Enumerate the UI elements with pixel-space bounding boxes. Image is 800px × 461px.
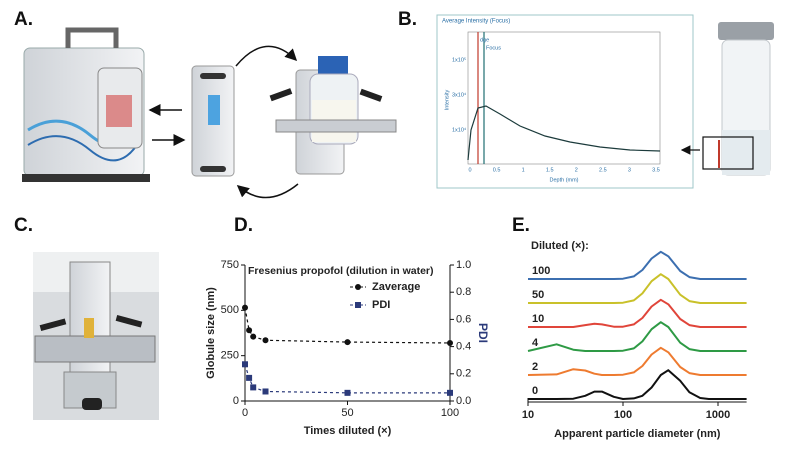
screenshot-x-tick: 3.5 [652, 167, 660, 173]
x-tick-label: 0 [242, 407, 248, 419]
panel-label: E. [512, 215, 530, 236]
y-tick-label: 0 [233, 395, 239, 407]
x-tick-label: 50 [341, 407, 353, 419]
distribution-curve [528, 250, 747, 280]
screenshot-y-tick: 3x10⁴ [452, 91, 467, 98]
x-tick-label: 10 [522, 409, 534, 421]
data-point [250, 384, 257, 391]
screenshot-y-tick: 1x10⁵ [452, 56, 466, 63]
screenshot-x-tick: 0 [468, 167, 471, 173]
x-axis-label: Apparent particle diameter (nm) [554, 428, 721, 440]
legend-label: Zaverage [372, 281, 420, 293]
series-line [244, 307, 451, 344]
data-point [447, 389, 453, 396]
y2-tick-label: 1.0 [456, 259, 471, 271]
y2-tick-label: 0.6 [456, 313, 471, 325]
y2-tick-label: 0.4 [456, 341, 471, 353]
y-tick-label: 750 [221, 259, 239, 271]
legend-marker [355, 302, 361, 308]
screenshot-x-tick: 2.5 [599, 167, 607, 173]
y-tick-label: 250 [221, 350, 239, 362]
data-point [250, 333, 257, 340]
screenshot-x-tick: 2 [575, 167, 578, 173]
data-point [246, 374, 253, 381]
screenshot-title: Average Intensity (Focus) [442, 19, 510, 25]
setup-photo [33, 252, 159, 420]
data-point [344, 339, 351, 346]
data-point [242, 361, 248, 368]
screenshot-x-tick: 3 [628, 167, 631, 173]
legend-title: Diluted (×): [531, 240, 589, 252]
screenshot-x-tick: 1.5 [546, 167, 554, 173]
x-tick-label: 100 [614, 409, 632, 421]
panel-label: B. [398, 9, 417, 30]
data-point [262, 388, 269, 395]
y2-tick-label: 0.2 [456, 368, 471, 380]
y2-tick-label: 0.8 [456, 286, 471, 298]
series-label: 2 [532, 361, 538, 373]
screenshot-x-label: Depth (mm) [549, 177, 578, 183]
data-point [447, 339, 453, 346]
distribution-curve [527, 321, 747, 352]
y-tick-label: 500 [221, 304, 239, 316]
data-point [242, 304, 248, 311]
series-line [244, 364, 450, 394]
data-point [262, 337, 269, 344]
screenshot-x-tick: 0.5 [493, 167, 501, 173]
series-label: 100 [532, 265, 550, 277]
x-tick-label: 1000 [706, 409, 730, 421]
screenshot-marker: dge [480, 37, 489, 43]
panel-label: C. [14, 215, 33, 236]
x-axis-label: Times diluted (×) [304, 425, 392, 437]
panel-label: A. [14, 9, 33, 30]
software-screenshot: Average Intensity (Focus) dge Focus 1x10… [436, 14, 774, 189]
y2-axis-label: PDI [476, 323, 490, 343]
data-point [344, 389, 351, 396]
series-label: 50 [532, 289, 544, 301]
screenshot-y-label: Intensity [444, 90, 450, 111]
data-point [246, 327, 253, 334]
legend-marker [355, 284, 361, 290]
y-axis-label: Globule size (nm) [205, 287, 217, 379]
legend-label: PDI [372, 299, 390, 311]
distribution-curve [528, 273, 747, 304]
instrument-illustration [22, 27, 397, 199]
series-label: 0 [532, 385, 538, 397]
y2-tick-label: 0.0 [456, 395, 471, 407]
distribution-curve [528, 369, 747, 400]
distribution-curve [528, 298, 747, 328]
chart-title: Fresenius propofol (dilution in water) [248, 265, 434, 277]
distribution-curve [527, 346, 747, 376]
series-label: 4 [532, 337, 539, 349]
screenshot-y-tick: 1x10⁴ [452, 126, 467, 133]
x-tick-label: 100 [441, 407, 459, 419]
panel-label: D. [234, 215, 253, 236]
screenshot-x-tick: 1 [522, 167, 525, 173]
screenshot-marker: Focus [486, 45, 501, 51]
series-label: 10 [532, 313, 544, 325]
